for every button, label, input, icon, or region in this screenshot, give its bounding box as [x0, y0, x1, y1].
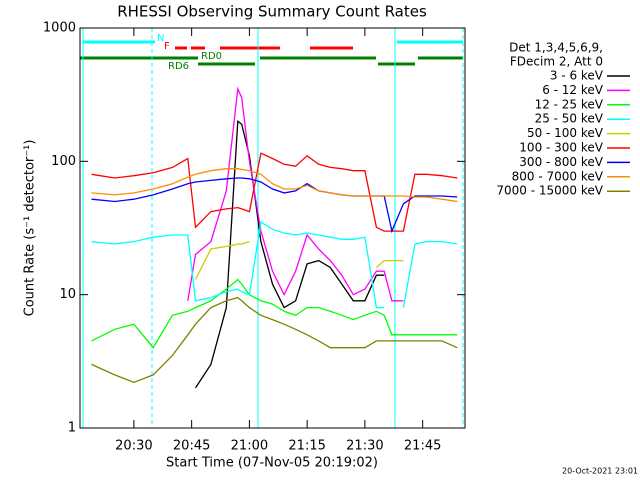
x-tick-label: 21:30	[346, 439, 383, 454]
legend-header: FDecim 2, Att 0	[510, 55, 603, 69]
series-line	[187, 86, 404, 302]
y-tick-label: 1	[68, 421, 76, 436]
x-axis-label: Start Time (07-Nov-05 20:19:02)	[166, 456, 378, 471]
chart-title: RHESSI Observing Summary Count Rates	[117, 3, 427, 21]
series-line	[91, 296, 458, 383]
legend-label: 800 - 7000 keV	[512, 169, 604, 183]
series-line	[194, 240, 404, 280]
y-tick-label: 1000	[43, 21, 76, 36]
x-tick-label: 20:45	[173, 439, 210, 454]
legend-label: 6 - 12 keV	[542, 83, 604, 97]
legend-label: 25 - 50 keV	[535, 112, 604, 126]
flag-bars	[80, 40, 463, 66]
footer: 20-Oct-2021 23:01	[562, 467, 638, 476]
y-tick-label: 10	[59, 287, 76, 302]
legend-label: 3 - 6 keV	[550, 69, 604, 83]
x-tick-label: 21:45	[404, 439, 441, 454]
flag-label: N	[157, 33, 164, 44]
series-line	[91, 221, 458, 309]
series-line	[91, 278, 458, 349]
x-tick-label: 21:00	[231, 439, 268, 454]
plot-frame	[79, 27, 466, 429]
series-line	[91, 177, 458, 234]
legend-header: Det 1,3,4,5,6,9,	[509, 41, 603, 55]
legend-label: 50 - 100 keV	[527, 126, 604, 140]
flag-label: F	[164, 41, 170, 52]
flag-label: RD6	[168, 61, 189, 72]
flag-label: RD0	[201, 51, 222, 62]
legend-label: 7000 - 15000 keV	[496, 184, 603, 198]
legend-label: 300 - 800 keV	[519, 155, 603, 169]
time-markers	[82, 28, 464, 428]
y-tick-label: 100	[51, 154, 76, 169]
legend-label: 12 - 25 keV	[535, 97, 604, 111]
x-tick-label: 20:30	[115, 439, 152, 454]
series-line	[91, 152, 458, 232]
y-axis-label: Count Rate (s⁻¹ detector⁻¹)	[23, 140, 38, 317]
x-tick-label: 21:15	[288, 439, 325, 454]
legend-label: 100 - 300 keV	[519, 141, 603, 155]
series-line	[91, 168, 458, 203]
